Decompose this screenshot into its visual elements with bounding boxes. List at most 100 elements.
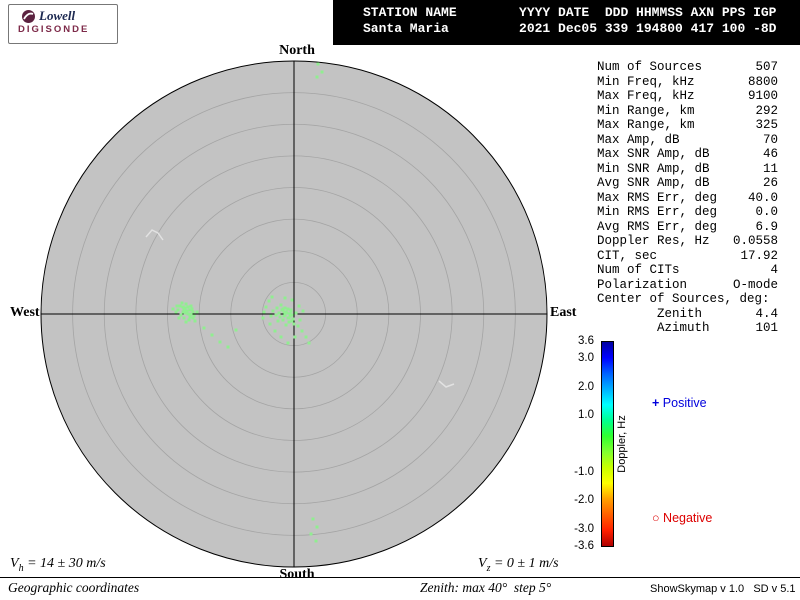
stat-value: 0.0558 <box>732 234 778 248</box>
source-point <box>300 329 304 333</box>
source-point <box>289 309 293 313</box>
negative-legend-label: Negative <box>663 511 713 525</box>
stat-value: 4 <box>770 263 778 277</box>
colorbar-tick: -3.6 <box>574 540 594 552</box>
source-point <box>175 304 179 308</box>
stat-row: Center of Sources, deg: <box>597 292 778 307</box>
stat-value: 70 <box>762 132 778 147</box>
source-point <box>274 313 278 317</box>
artifact-trace <box>438 380 455 388</box>
stat-value: 9100 <box>747 89 778 103</box>
stat-value: 40.0 <box>747 190 778 205</box>
source-point <box>273 329 277 333</box>
source-point <box>174 310 178 314</box>
stat-row: Min Range, km 292 <box>597 104 778 119</box>
stat-label: Avg RMS Err, deg <box>597 219 718 234</box>
source-point <box>298 318 302 322</box>
source-point <box>181 310 185 314</box>
source-point <box>264 305 268 309</box>
source-point <box>292 322 296 326</box>
source-point <box>283 306 287 310</box>
source-point <box>261 316 265 320</box>
zenith-range-label: Zenith: max 40° step 5° <box>420 580 552 595</box>
source-point <box>277 311 281 315</box>
source-point <box>281 307 285 311</box>
negative-legend: ○ Negative <box>652 511 712 525</box>
source-point <box>171 307 175 311</box>
logo-lowell-text: Lowell <box>39 8 76 23</box>
circle-marker-icon: ○ <box>652 511 660 525</box>
source-point <box>283 296 287 300</box>
source-point <box>286 307 290 311</box>
source-point <box>287 316 291 320</box>
doppler-colorbar <box>601 341 614 547</box>
stat-value: 325 <box>755 118 778 132</box>
stat-row: Max Amp, dB 70 <box>597 133 778 148</box>
source-point <box>287 320 291 324</box>
stat-row: Azimuth 101 <box>597 321 778 336</box>
source-point <box>293 335 297 339</box>
source-point <box>189 312 193 316</box>
source-point <box>281 318 285 322</box>
vertical-velocity-annotation: Vz = 0 ± 1 m/s <box>478 556 559 574</box>
header-columns-line: STATION NAME YYYY DATE DDD HHMMSS AXN PP… <box>363 5 777 20</box>
source-point <box>268 322 272 326</box>
source-point <box>276 319 280 323</box>
source-point <box>285 311 289 315</box>
compass-west-label: West <box>10 305 40 320</box>
source-point <box>278 315 282 319</box>
source-point <box>290 313 294 317</box>
source-point <box>301 309 305 313</box>
stat-row: Max Freq, kHz 9100 <box>597 89 778 104</box>
version-label: ShowSkymap v 1.0 SD v 5.1 <box>650 583 796 595</box>
source-point <box>315 525 319 529</box>
stat-label: Min Freq, kHz <box>597 74 695 89</box>
source-point <box>314 539 318 543</box>
stat-label: Max Amp, dB <box>597 132 680 147</box>
source-point <box>262 310 266 314</box>
stat-label: Center of Sources, deg: <box>597 292 770 306</box>
stat-row: Min SNR Amp, dB 11 <box>597 162 778 177</box>
stat-label: Min RMS Err, deg <box>597 205 718 219</box>
stats-panel: Num of Sources 507 Min Freq, kHz 8800 Max Fr… <box>597 60 778 336</box>
stat-label: CIT, sec <box>597 248 658 263</box>
stat-value: 17.92 <box>740 248 778 263</box>
stat-row: Avg SNR Amp, dB 26 <box>597 176 778 191</box>
footer-separator-line <box>0 577 800 578</box>
source-point <box>271 309 275 313</box>
stat-row: CIT, sec 17.92 <box>597 249 778 264</box>
positive-legend-label: Positive <box>662 396 707 410</box>
source-point <box>184 302 188 306</box>
colorbar-tick: -2.0 <box>574 494 594 507</box>
colorbar-tick: -1.0 <box>574 465 594 478</box>
source-point <box>279 303 283 307</box>
source-point <box>185 309 189 313</box>
station-header-bar: STATION NAME YYYY DATE DDD HHMMSS AXN PP… <box>333 0 800 45</box>
source-point <box>179 313 183 317</box>
colorbar-tick: -3.0 <box>574 522 594 535</box>
stat-label: Max RMS Err, deg <box>597 190 718 205</box>
stat-value: 26 <box>762 176 778 190</box>
stat-label: Max SNR Amp, dB <box>597 147 710 161</box>
stat-row: Num of CITs 4 <box>597 263 778 278</box>
source-point <box>286 341 290 345</box>
source-point <box>191 316 195 320</box>
colorbar-tick: 3.0 <box>578 352 594 365</box>
source-point <box>177 316 181 320</box>
source-point <box>186 312 190 316</box>
stat-value: 101 <box>755 321 778 335</box>
source-point <box>311 517 315 521</box>
coordinates-label: Geographic coordinates <box>8 580 140 595</box>
source-point <box>187 318 191 322</box>
stat-label: Max Freq, kHz <box>597 89 695 103</box>
source-point <box>181 305 185 309</box>
source-point <box>283 313 287 317</box>
stat-value: 6.9 <box>755 219 778 234</box>
stat-value: 11 <box>762 161 778 176</box>
header-values-line: Santa Maria 2021 Dec05 339 194800 417 10… <box>363 21 777 36</box>
stat-row: Zenith 4.4 <box>597 307 778 322</box>
digisonde-logo: Lowell DIGISONDE <box>8 4 118 44</box>
source-point <box>282 310 286 314</box>
source-point <box>270 295 274 299</box>
source-point <box>190 307 194 311</box>
